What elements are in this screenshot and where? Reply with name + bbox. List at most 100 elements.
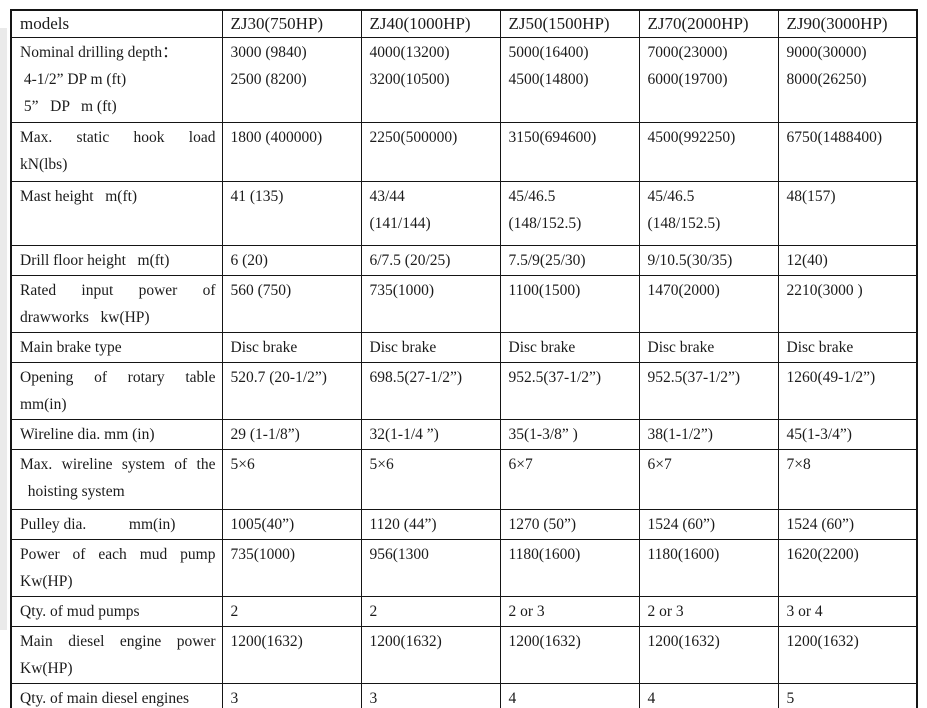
row-label-line: 5” DP m (ft) [20,98,117,115]
spec-value-line: 4500(992250) [647,129,736,146]
spec-value-cell: Disc brake [499,332,640,363]
drilling-rig-spec-table: models ZJ30(750HP) ZJ40(1000HP) ZJ50(1500HP… [10,9,918,708]
spec-value-line: 1620(2200) [786,546,859,563]
spec-value-line: 956(1300 [369,546,429,563]
spec-value-cell: 4000(13200) 3200(10500) [360,37,501,123]
spec-value-line: 1200(1632) [230,633,303,650]
table-row: Main brake type Disc brake Disc brake Disc … [10,332,918,363]
row-label-line: 4-1/2” DP m (ft) [20,71,127,88]
spec-value-line: 6000(19700) [647,71,728,88]
spec-value-line: Disc brake [369,339,437,356]
spec-value-line: 1100(1500) [508,282,581,299]
table-row: Qty. of mud pumps 2 2 2 or 3 2 or 3 3 or 4 [10,596,918,627]
row-label-cell: Main brake type [10,332,223,363]
table-row: Mast height m(ft) 41 (135) 43/44 (141/144) 4… [10,181,918,246]
row-label-cell: Drill floor height m(ft) [10,245,223,276]
spec-value-cell: 1620(2200) [777,539,918,597]
row-label-cell: Opening of rotary table mm(in) [10,362,223,420]
spec-value-cell: 29 (1-1/8”) [221,419,362,450]
spec-value-cell: 4 [499,683,640,708]
spec-value-line: 5×6 [369,456,394,473]
spec-value-cell: 1180(1600) [499,539,640,597]
spec-value-line: Disc brake [508,339,576,356]
spec-value-cell: 6×7 [638,449,779,510]
spec-value-cell: 560 (750) [221,275,362,333]
row-label-line: mm(in) [20,396,67,413]
spec-value-line: 5000(16400) [508,44,589,61]
spec-value-line: 735(1000) [230,546,296,563]
spec-value-cell: 520.7 (20-1/2”) [221,362,362,420]
spec-value-line: 41 (135) [230,188,284,205]
spec-value-line: 560 (750) [230,282,292,299]
spec-value-cell: 43/44 (141/144) [360,181,501,246]
spec-value-cell: 1005(40”) [221,509,362,540]
spec-value-line: 4500(14800) [508,71,589,88]
row-label-cell: Wireline dia. mm (in) [10,419,223,450]
model-column-header: ZJ50(1500HP) [499,9,640,38]
scan-edge-artifact [0,28,7,630]
spec-value-cell: 45/46.5 (148/152.5) [499,181,640,246]
table-row: Drill floor height m(ft) 6 (20) 6/7.5 (20/… [10,245,918,276]
model-column-header: ZJ40(1000HP) [360,9,501,38]
row-label-line: Main diesel engine power [20,633,216,650]
row-label-cell: Qty. of main diesel engines [10,683,223,708]
spec-value-cell: 2 or 3 [638,596,779,627]
spec-value-line: 4 [508,690,517,707]
model-column-header: ZJ90(3000HP) [777,9,918,38]
spec-value-line: 6×7 [508,456,533,473]
spec-value-line: 1800 (400000) [230,129,323,146]
spec-value-line: 3200(10500) [369,71,450,88]
spec-value-cell: 48(157) [777,181,918,246]
row-label-line: Kw(HP) [20,660,73,677]
row-label-line: Max. wireline system of the [20,456,216,473]
table-row: Wireline dia. mm (in) 29 (1-1/8”) 32(1-1/4… [10,419,918,450]
spec-value-line: 7000(23000) [647,44,728,61]
spec-value-line: 1524 (60”) [647,516,716,533]
spec-value-cell: 12(40) [777,245,918,276]
spec-value-cell: 735(1000) [360,275,501,333]
model-column-header: ZJ70(2000HP) [638,9,779,38]
spec-value-cell: 698.5(27-1/2”) [360,362,501,420]
spec-value-line: 1180(1600) [647,546,720,563]
spec-value-line: 9/10.5(30/35) [647,252,733,269]
table-row: Opening of rotary table mm(in) 520.7 (20-1… [10,362,918,420]
spec-value-line: 1470(2000) [647,282,720,299]
spec-value-line: 45/46.5 [647,188,695,205]
spec-value-line: 8000(26250) [786,71,867,88]
spec-value-line: 9000(30000) [786,44,867,61]
spec-value-line: 520.7 (20-1/2”) [230,369,327,386]
spec-table-container: models ZJ30(750HP) ZJ40(1000HP) ZJ50(1500HP… [10,9,918,708]
spec-value-cell: 1180(1600) [638,539,779,597]
row-label-cell: Nominal drilling depth： 4-1/2” DP m (ft)… [10,37,223,123]
spec-value-line: (148/152.5) [508,215,582,232]
spec-value-line: 3150(694600) [508,129,597,146]
spec-value-cell: 41 (135) [221,181,362,246]
spec-value-cell: 2 or 3 [499,596,640,627]
spec-value-line: 2 [230,603,239,620]
spec-value-line: 45/46.5 [508,188,556,205]
spec-value-cell: 1120 (44”) [360,509,501,540]
spec-value-cell: 952.5(37-1/2”) [638,362,779,420]
spec-value-line: 1200(1632) [647,633,720,650]
spec-value-line: 952.5(37-1/2”) [647,369,741,386]
spec-value-cell: 952.5(37-1/2”) [499,362,640,420]
spec-value-line: 2210(3000 ) [786,282,863,299]
row-label-cell: Mast height m(ft) [10,181,223,246]
spec-value-cell: 2250(500000) [360,122,501,182]
spec-value-cell: Disc brake [360,332,501,363]
model-column-header: ZJ30(750HP) [221,9,362,38]
spec-value-line: 735(1000) [369,282,435,299]
spec-value-line: 1200(1632) [508,633,581,650]
row-label-cell: Main diesel engine power Kw(HP) [10,626,223,684]
table-row: Rated input power of drawworks kw(HP) 560 … [10,275,918,333]
spec-value-cell: 1260(49-1/2”) [777,362,918,420]
row-label-cell: Pulley dia. mm(in) [10,509,223,540]
spec-value-line: 12(40) [786,252,828,269]
spec-value-cell: 45(1-3/4”) [777,419,918,450]
row-label-cell: Max. static hook load kN(lbs) [10,122,223,182]
spec-value-cell: 6×7 [499,449,640,510]
row-label-line: Rated input power of [20,282,216,299]
spec-value-cell: 7.5/9(25/30) [499,245,640,276]
spec-value-line: Disc brake [786,339,854,356]
spec-value-line: Disc brake [230,339,298,356]
